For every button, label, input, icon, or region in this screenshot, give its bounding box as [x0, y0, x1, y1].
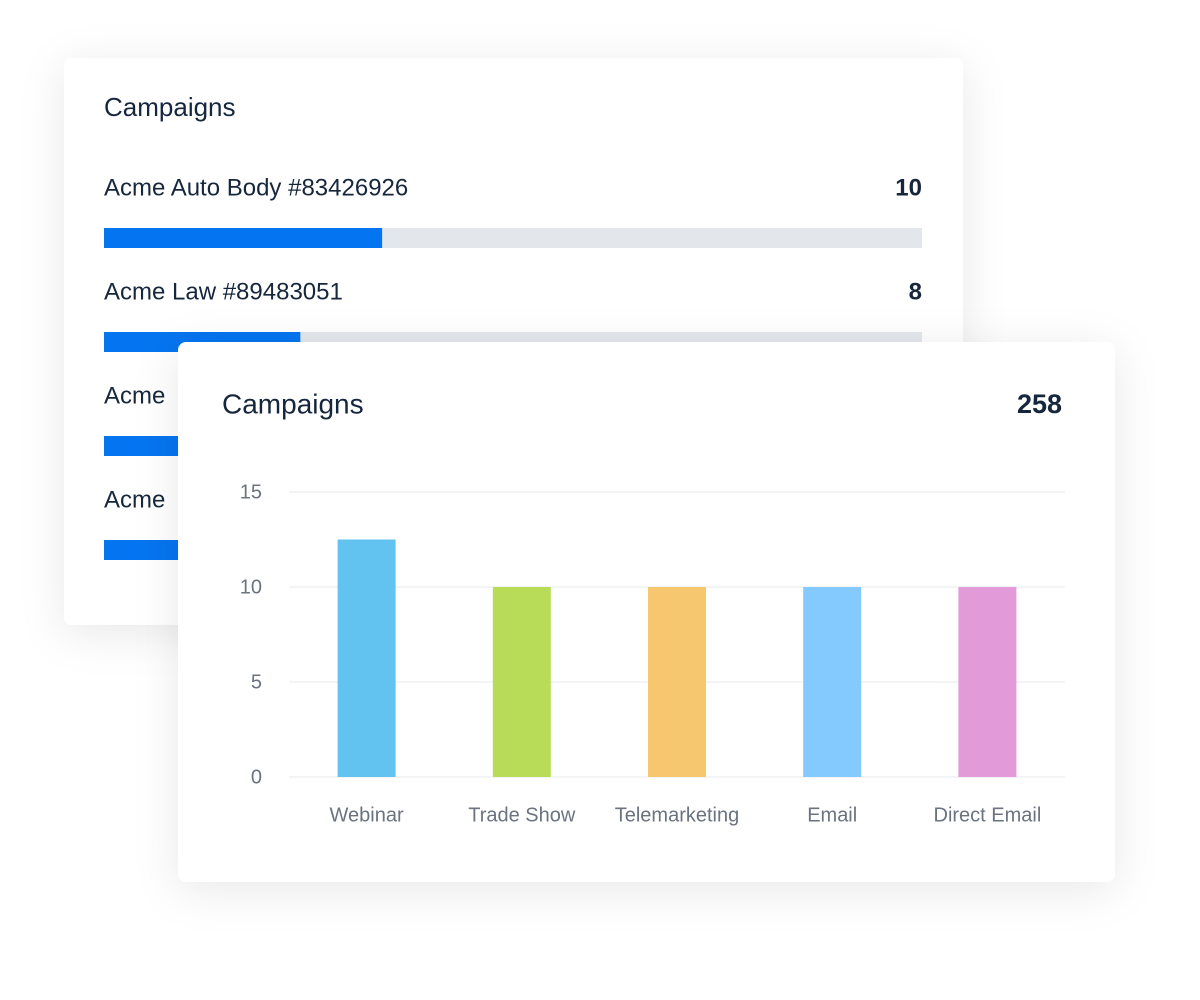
total: 258 [1017, 389, 1062, 419]
y-tick-label: 5 [251, 671, 262, 693]
y-tick-label: 10 [240, 576, 262, 598]
bar [337, 539, 396, 777]
row-label: Acme [104, 486, 165, 513]
row-value: 8 [909, 278, 922, 305]
bar [803, 587, 862, 777]
chart-card: Campaigns 258 0 5 10 15 Webinar Trade Show Tel… [178, 342, 1115, 882]
bar [648, 587, 706, 777]
chart-title: Campaigns [222, 388, 364, 419]
card-title: Campaigns [104, 92, 236, 122]
x-tick-label: Trade Show [468, 804, 576, 826]
row-label: Acme Auto Body #83426926 [104, 174, 408, 201]
bar [492, 587, 551, 777]
x-tick-label: Webinar [330, 804, 404, 826]
row-label: Acme [104, 382, 165, 409]
card [178, 342, 1115, 882]
y-tick-label: 15 [240, 481, 262, 503]
x-tick-label: Email [807, 804, 857, 826]
row-value: 10 [895, 174, 922, 201]
x-tick-label: Direct Email [934, 804, 1042, 826]
x-tick-label: Telemarketing [615, 804, 740, 826]
bar [958, 587, 1017, 777]
progress-fill [104, 228, 383, 248]
row-label: Acme Law #89483051 [104, 278, 343, 305]
y-tick-label: 0 [251, 766, 262, 788]
